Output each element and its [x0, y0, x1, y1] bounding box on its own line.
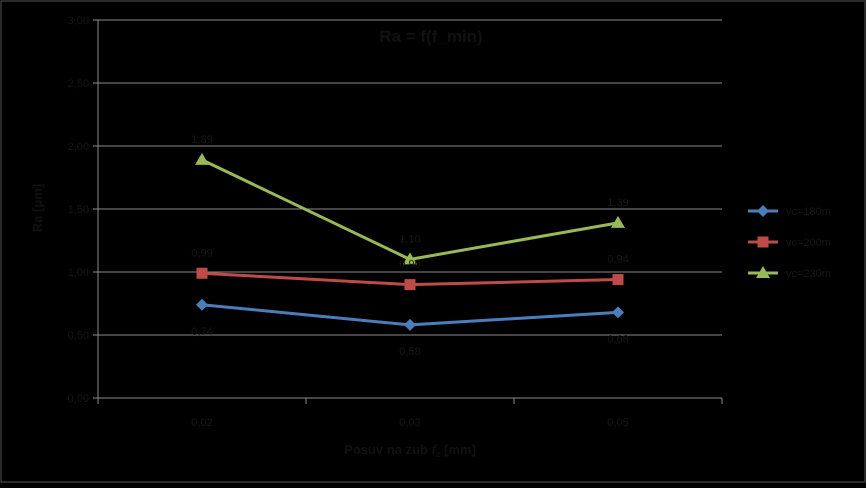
x-axis-label-sub: z [436, 449, 441, 459]
x-axis-label-symbol: f [432, 442, 438, 457]
data-label-1: 0,58 [399, 346, 420, 358]
data-label-2: 0,99 [191, 247, 212, 259]
legend-marker [756, 266, 770, 278]
data-point-2 [404, 279, 416, 291]
data-label-3: 1,39 [607, 197, 628, 209]
data-point-3 [403, 252, 417, 265]
data-point-2 [612, 274, 624, 286]
data-point-3 [611, 215, 625, 228]
y-tick-label: 3,00 [68, 15, 89, 27]
y-tick-label: 1,00 [68, 267, 89, 279]
data-point-1 [404, 318, 416, 331]
chart-title: Ra = f(f_min) [379, 27, 482, 46]
data-point-1 [196, 298, 208, 311]
data-label-3: 1,89 [191, 134, 212, 146]
legend-label: vc=180m [786, 206, 831, 218]
legend-label: vc=230m [786, 268, 831, 280]
x-axis-label-main: Posuv na zub [344, 442, 428, 457]
axis-layer: 0,00 0,50 1,00 1,50 2,00 2,50 3,00 0,02 0,03 0,05 [68, 15, 723, 429]
label-layer: 0,74 0,58 0,68 0,99 0,90 0,94 1,89 1,10 1,39 [191, 134, 628, 358]
data-point-3 [195, 152, 209, 165]
data-label-1: 0,68 [607, 333, 628, 345]
data-label-1: 0,74 [191, 326, 212, 338]
x-tick-label: 0,02 [191, 417, 212, 429]
x-axis-label-unit: [mm] [440, 442, 475, 457]
data-point-1 [612, 306, 624, 319]
y-tick-label: 2,50 [68, 78, 89, 90]
y-tick-label: 2,00 [68, 141, 89, 153]
legend: vc=180m vc=200m vc=230m [748, 205, 831, 280]
series-layer [195, 152, 625, 331]
y-axis-label: Ra [μm] [30, 184, 45, 232]
legend-marker [757, 236, 769, 248]
data-point-2 [196, 267, 208, 279]
data-label-2: 0,94 [607, 254, 628, 266]
y-tick-label: 0,00 [68, 393, 89, 405]
x-tick-label: 0,05 [607, 417, 628, 429]
data-label-3: 1,10 [399, 233, 420, 245]
y-tick-label: 1,50 [68, 204, 89, 216]
legend-label: vc=200m [786, 237, 831, 249]
x-axis-label: Posuv na zub fz [mm] [344, 442, 476, 459]
data-label-2: 0,90 [399, 259, 420, 271]
y-tick-label: 0,50 [68, 330, 89, 342]
legend-marker [757, 205, 769, 217]
x-tick-label: 0,03 [399, 417, 420, 429]
